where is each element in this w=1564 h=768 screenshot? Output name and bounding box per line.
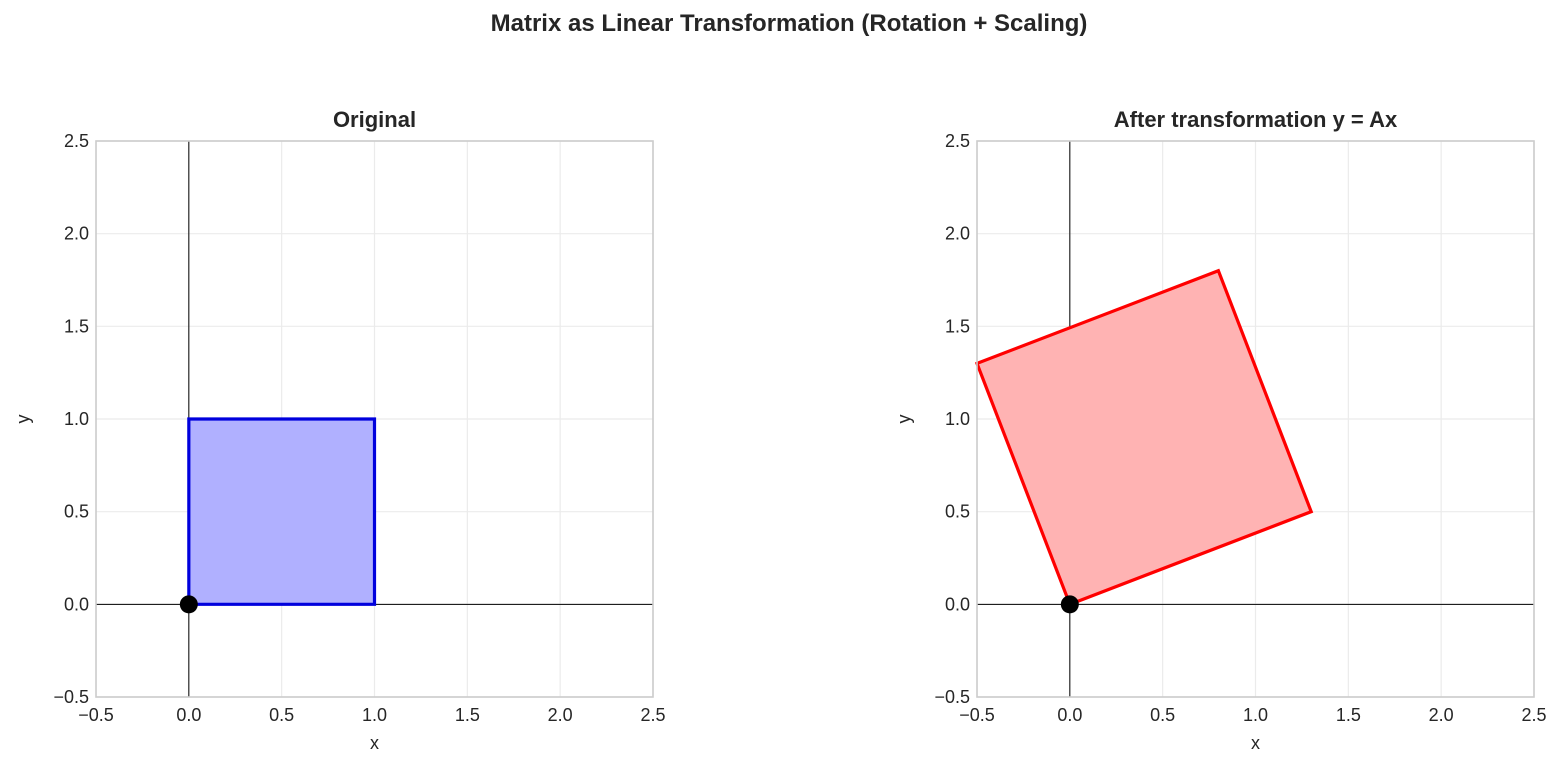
x-tick-label: 0.5 [1150,705,1175,725]
y-axis-label: y [13,415,33,424]
axes-frame [976,140,1535,698]
shape-outline [187,417,377,606]
y-tick-label: 0.5 [945,502,970,522]
y-tick-label: 2.5 [945,131,970,151]
shape-outline [974,268,1314,607]
axes-frame [95,140,654,698]
figure-title: Matrix as Linear Transformation (Rotatio… [490,10,1088,37]
y-tick-label: 0.0 [64,594,89,614]
shape-fill [977,270,1312,605]
y-tick-label: 2.0 [64,224,89,244]
x-tick-label: 2.5 [640,705,665,725]
x-tick-label: 2.0 [1429,705,1454,725]
y-tick-label: 2.0 [945,224,970,244]
origin-point [1060,595,1079,614]
y-tick-label: 1.0 [945,409,970,429]
x-tick-label: 1.5 [455,705,480,725]
x-tick-label: 1.0 [1243,705,1268,725]
x-tick-label: 0.0 [1057,705,1082,725]
y-tick-label: 0.0 [945,594,970,614]
x-tick-label: 1.5 [1336,705,1361,725]
x-tick-label: −0.5 [78,705,114,725]
x-tick-label: 0.5 [269,705,294,725]
x-axis-label: x [370,733,379,753]
shape-fill [188,419,375,605]
origin-point [179,595,198,614]
subplot-2: −0.5 0.0 0.5 1.0 1.5 2.0 2.5 −0.5 0.0 0.5 1.0 1.5 2.… [894,107,1547,753]
x-tick-label: 1.0 [362,705,387,725]
subplot-1: −0.5 0.0 0.5 1.0 1.5 2.0 2.5 −0.5 0.0 0.5 1.0 1.5 2.… [13,107,666,753]
subplot-title: Original [333,107,416,132]
y-tick-label: 0.5 [64,502,89,522]
x-tick-label: 2.0 [548,705,573,725]
y-tick-label: 1.0 [64,409,89,429]
x-axis-label: x [1251,733,1260,753]
y-tick-label: 2.5 [64,131,89,151]
y-tick-label: −0.5 [53,687,89,707]
x-tick-label: 2.5 [1521,705,1546,725]
y-tick-label: 1.5 [945,316,970,336]
x-tick-label: 0.0 [176,705,201,725]
y-tick-label: −0.5 [934,687,970,707]
x-tick-label: −0.5 [959,705,995,725]
y-tick-label: 1.5 [64,316,89,336]
y-axis-label: y [894,415,914,424]
subplot-title: After transformation y = Ax [1114,107,1398,132]
